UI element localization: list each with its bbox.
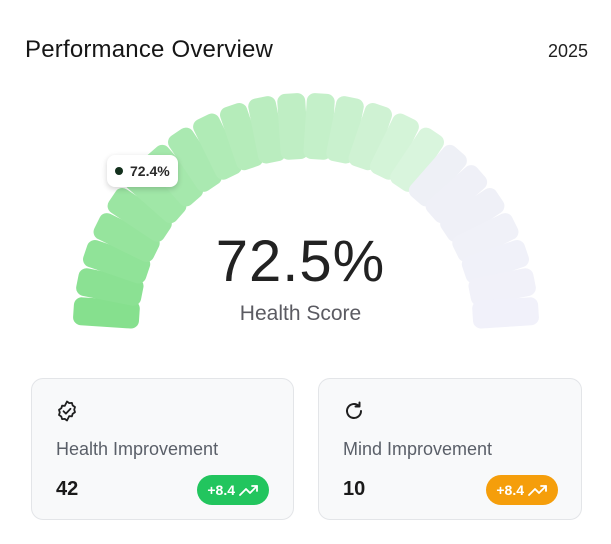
gauge-segment <box>277 93 309 160</box>
year-label[interactable]: 2025 <box>547 41 588 61</box>
health-score-label: Health Score <box>239 302 362 325</box>
gauge-segment <box>219 103 264 171</box>
gauge-segment <box>193 113 242 180</box>
badge-check-icon <box>58 400 76 422</box>
tooltip-value: 72.4% <box>130 163 170 179</box>
trend-up-icon <box>239 485 258 496</box>
health-improvement-label: Health Improvement <box>56 439 219 459</box>
mind-change-value: +8.4 <box>496 482 524 498</box>
gauge-segment <box>472 297 539 329</box>
gauge-segment <box>248 96 286 164</box>
gauge-tooltip: 72.4% <box>107 155 178 187</box>
gauge-segment <box>107 188 172 242</box>
header-title: Performance Overview <box>25 36 274 63</box>
gauge-segment <box>440 188 505 242</box>
gauge-segment <box>425 165 488 224</box>
gauge-segment <box>452 213 519 262</box>
gauge-segment <box>370 113 419 180</box>
tooltip-dot-icon <box>115 167 123 175</box>
gauge-segment <box>408 144 467 207</box>
health-change-badge: +8.4 <box>197 475 269 505</box>
health-improvement-value: 42 <box>56 478 79 500</box>
gauge-segment <box>83 239 151 284</box>
mind-change-badge: +8.4 <box>486 475 558 505</box>
mind-improvement-card[interactable]: Mind Improvement 10 +8.4 <box>318 378 582 520</box>
health-score-value: 72.5% <box>215 229 386 294</box>
health-change-value: +8.4 <box>207 482 235 498</box>
gauge-segment <box>468 268 536 306</box>
trend-up-icon <box>528 485 547 496</box>
refresh-icon <box>346 401 362 419</box>
gauge-segment <box>73 297 140 329</box>
gauge-segment <box>303 93 335 160</box>
mind-improvement-label: Mind Improvement <box>343 439 493 459</box>
health-improvement-card[interactable]: Health Improvement 42 +8.4 <box>31 378 294 520</box>
gauge-segment <box>461 239 529 284</box>
gauge-segment <box>93 213 160 262</box>
mind-improvement-value: 10 <box>343 478 366 500</box>
gauge-segment <box>390 127 444 192</box>
gauge-segment <box>168 127 222 192</box>
gauge-segment <box>348 103 393 171</box>
